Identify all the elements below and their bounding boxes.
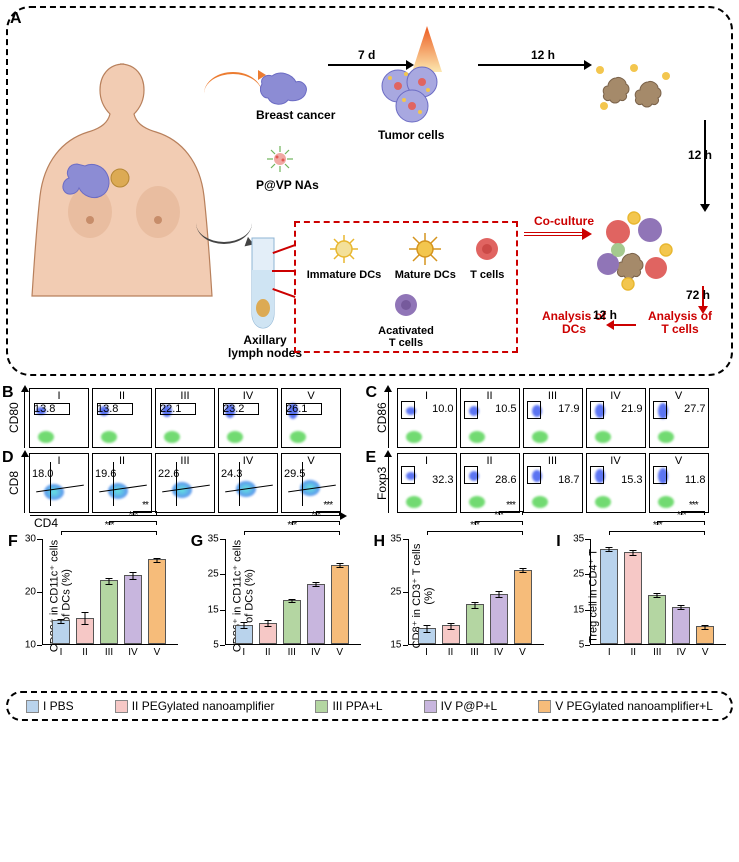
arrow-to-lymph — [196, 194, 252, 244]
swatch-3 — [315, 700, 328, 713]
time-72h: 72 h — [686, 288, 710, 302]
axillary-label: Axillary lymph nodes — [228, 334, 302, 360]
swatch-2 — [115, 700, 128, 713]
arrow-coculture — [524, 232, 584, 236]
breast-cancer-icon — [260, 70, 310, 105]
tumor-cells-icon — [376, 60, 446, 130]
panel-label-a: A — [10, 10, 22, 28]
arrow-to-tumor — [204, 72, 262, 106]
figure-legend: I PBS II PEGylated nanoamplifier III PPA… — [6, 691, 733, 721]
flow-cytometry-panels: BCD80I13.8II13.8III22.1IV23.2V26.1CCD86I… — [6, 388, 733, 513]
arrow-12h-c — [612, 324, 636, 326]
legend-group-5: V PEGylated nanoamplifier+L — [538, 699, 713, 713]
figure-root: A Breast cancer — [0, 0, 739, 727]
swatch-4 — [424, 700, 437, 713]
panel-a-schematic: A Breast cancer — [6, 6, 733, 376]
legend-mature-dc: Mature DCs — [395, 231, 456, 281]
torso-illustration — [30, 56, 218, 306]
tube-expand-lines — [272, 248, 296, 292]
time-12h-c: 12 h — [593, 308, 617, 322]
cell-legend-box: Immature DCs Mature DCs T cells Acativat… — [294, 221, 518, 353]
analysis-t-label: Analysis of T cells — [648, 310, 712, 336]
arrow-12h-b — [704, 120, 706, 206]
time-12h-a: 12 h — [531, 48, 555, 62]
coculture-cluster-icon — [590, 206, 680, 296]
legend-group-1: I PBS — [26, 699, 74, 713]
pvp-na-icon — [263, 142, 297, 176]
swatch-1 — [26, 700, 39, 713]
legend-group-4: IV P@P+L — [424, 699, 498, 713]
swatch-5 — [538, 700, 551, 713]
tumor-cells-label: Tumor cells — [378, 128, 444, 142]
legend-t-cell: T cells — [469, 231, 505, 281]
time-7d: 7 d — [358, 48, 375, 62]
arrow-12h-a — [478, 64, 586, 66]
pvp-label: P@VP NAs — [256, 178, 319, 192]
time-12h-b: 12 h — [688, 148, 712, 162]
legend-activated-t: Acativated T cells — [378, 287, 434, 349]
macrophage-cluster-icon — [586, 58, 676, 118]
legend-immature-dc: Immature DCs — [307, 231, 382, 281]
coculture-label: Co-culture — [534, 214, 594, 228]
breast-cancer-label: Breast cancer — [256, 108, 335, 122]
legend-group-3: III PPA+L — [315, 699, 382, 713]
bar-charts-row: FCD80⁺ in CD11c⁺ cells of DCs (%)102030I… — [6, 531, 733, 673]
legend-group-2: II PEGylated nanoamplifier — [115, 699, 275, 713]
